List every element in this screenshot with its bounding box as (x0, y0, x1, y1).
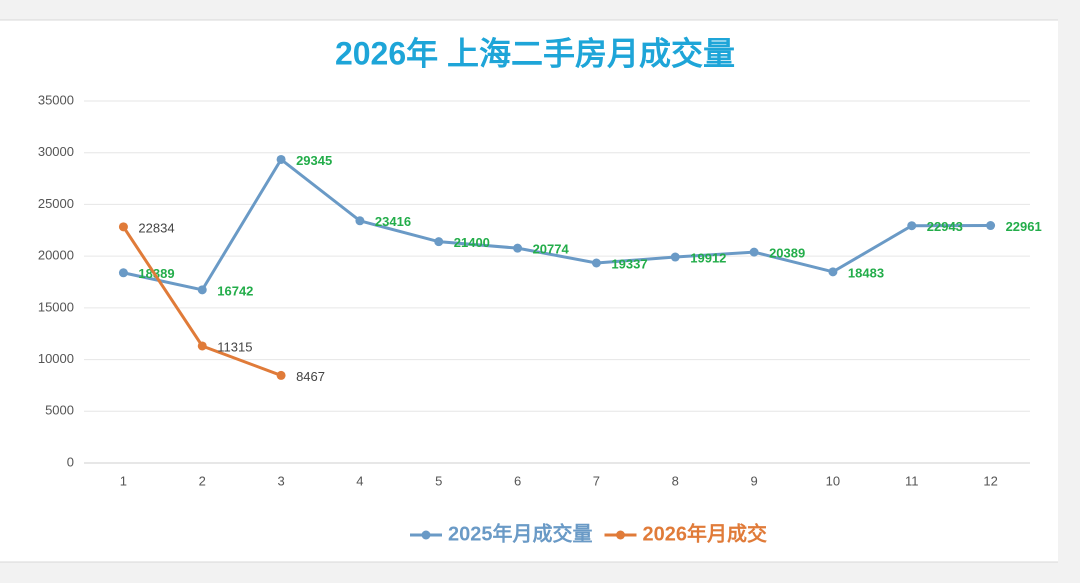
data-point (355, 216, 365, 226)
data-label: 20389 (769, 246, 805, 261)
x-tick-label: 4 (356, 473, 363, 488)
x-tick-label: 3 (277, 473, 284, 488)
data-point (276, 370, 286, 380)
chart-title: 2026年 上海二手房月成交量 (335, 35, 735, 71)
data-label: 19337 (611, 256, 647, 271)
data-point (197, 341, 207, 351)
y-tick-label: 20000 (38, 248, 74, 263)
y-tick-label: 5000 (45, 403, 74, 418)
legend-label: 2025年月成交量 (448, 521, 593, 545)
data-point (434, 237, 444, 247)
data-label: 22961 (1006, 219, 1042, 234)
data-label: 19912 (690, 250, 726, 265)
data-point (591, 258, 601, 268)
x-tick-label: 2 (199, 473, 206, 488)
data-label: 23416 (375, 214, 411, 229)
series-line (123, 157, 991, 292)
data-point (197, 285, 207, 295)
data-point (118, 222, 128, 232)
x-tick-label: 10 (826, 473, 840, 488)
x-tick-label: 9 (750, 473, 757, 488)
x-tick-label: 1 (120, 473, 127, 488)
x-tick-label: 8 (672, 473, 679, 488)
data-label: 20774 (533, 242, 570, 257)
x-tick-label: 7 (593, 473, 600, 488)
y-tick-label: 25000 (38, 196, 74, 211)
y-tick-label: 10000 (38, 351, 74, 366)
data-label: 21400 (454, 235, 490, 250)
data-point (986, 221, 996, 231)
data-label: 29345 (296, 153, 332, 168)
data-point (749, 247, 759, 257)
legend-label: 2026年月成交 (643, 521, 768, 545)
x-tick-label: 11 (905, 473, 919, 488)
data-point (907, 221, 917, 231)
legend-marker (616, 530, 625, 540)
y-tick-label: 35000 (38, 92, 74, 107)
data-label: 16742 (217, 283, 253, 298)
data-point (670, 252, 680, 262)
card (0, 20, 1058, 562)
data-point (118, 268, 128, 278)
y-tick-label: 15000 (38, 299, 74, 314)
data-label: 22834 (138, 220, 174, 235)
data-label: 18483 (848, 265, 884, 280)
data-point (513, 243, 523, 253)
y-tick-label: 30000 (38, 144, 74, 159)
legend-marker (421, 530, 431, 540)
y-tick-label: 0 (67, 454, 74, 469)
x-tick-label: 5 (435, 473, 442, 488)
x-tick-label: 6 (514, 473, 521, 488)
data-label: 18389 (138, 266, 174, 281)
data-label: 11315 (217, 339, 252, 354)
data-point (828, 267, 838, 277)
data-label: 8467 (296, 369, 325, 384)
data-label: 22943 (927, 219, 963, 234)
data-point (276, 154, 286, 164)
x-tick-label: 12 (983, 473, 997, 488)
